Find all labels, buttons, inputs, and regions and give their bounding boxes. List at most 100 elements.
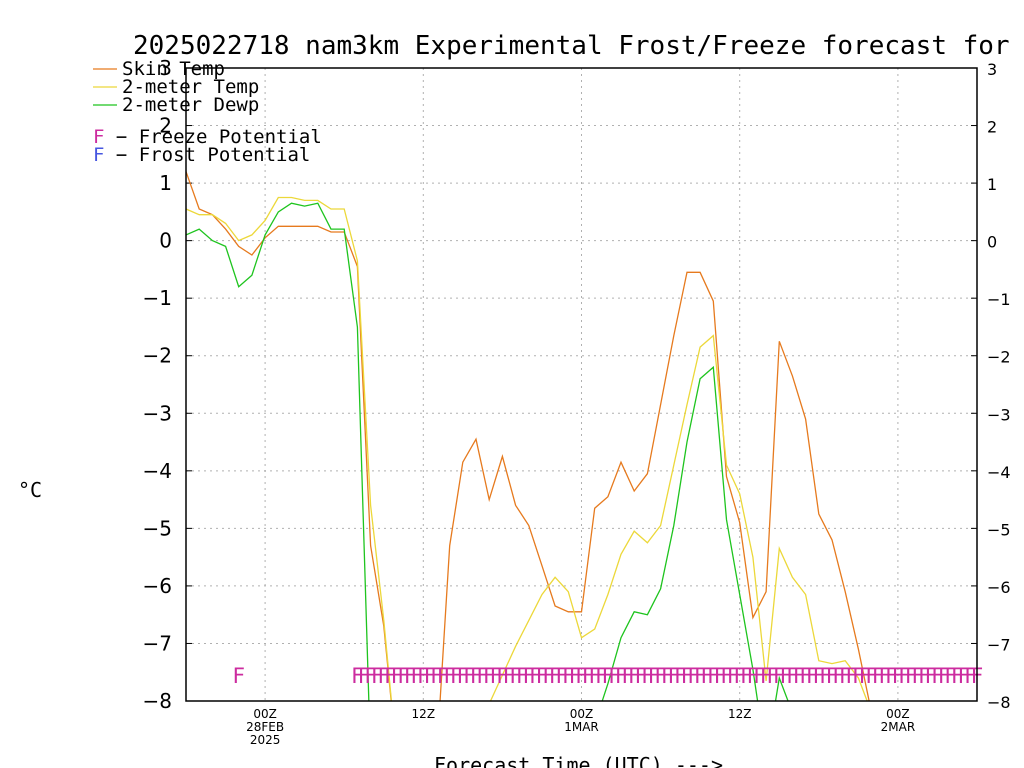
y-axis-right: −8 −7 −6 −5 −4 −3 −2 −1 0 1 2 3	[971, 60, 1011, 712]
freeze-marker-84: F	[898, 664, 911, 688]
freeze-marker-73: F	[826, 664, 839, 688]
freeze-marker-11: F	[417, 664, 430, 688]
freeze-marker-7: F	[391, 664, 404, 688]
y-tick-label-left-0: −8	[143, 689, 172, 713]
freeze-marker-53: F	[694, 664, 707, 688]
freeze-marker-92: F	[951, 664, 964, 688]
x-tick-label-4-1: 2MAR	[881, 720, 916, 734]
y-tick-label-left-1: −7	[143, 631, 172, 655]
freeze-marker-35: F	[575, 664, 588, 688]
freeze-marker-79: F	[865, 664, 878, 688]
x-tick-label-0-1: 28FEB	[246, 720, 284, 734]
y-tick-label-left-10: 2	[159, 114, 172, 138]
y-tick-label-right-6: −2	[987, 348, 1011, 367]
freeze-marker-33: F	[562, 664, 575, 688]
y-tick-label-right-1: −7	[987, 635, 1011, 654]
y-tick-label-left-11: 3	[159, 56, 172, 80]
freeze-marker-15: F	[443, 664, 456, 688]
freeze-marker-18: F	[463, 664, 476, 688]
y-tick-label-right-4: −4	[987, 463, 1011, 482]
y-tick-label-left-9: 1	[159, 171, 172, 195]
freeze-marker-30: F	[542, 664, 555, 688]
freeze-marker-19: F	[470, 664, 483, 688]
x-tick-label-4-0: 00Z	[886, 707, 910, 721]
freeze-marker-91: F	[944, 664, 957, 688]
freeze-marker-14: F	[437, 664, 450, 688]
y-tick-label-right-10: 2	[987, 118, 997, 137]
freeze-marker-39: F	[602, 664, 615, 688]
freeze-marker-82: F	[885, 664, 898, 688]
y-tick-label-left-6: −2	[143, 344, 172, 368]
freeze-marker-23: F	[496, 664, 509, 688]
y-tick-label-right-3: −5	[987, 520, 1011, 539]
freeze-marker-10: F	[410, 664, 423, 688]
freeze-marker-49: F	[667, 664, 680, 688]
freeze-marker-85: F	[905, 664, 918, 688]
x-tick-label-2-0: 00Z	[570, 707, 594, 721]
freeze-marker-74: F	[832, 664, 845, 688]
freeze-marker-64: F	[766, 664, 779, 688]
freeze-marker-24: F	[503, 664, 516, 688]
freeze-marker-62: F	[753, 664, 766, 688]
freeze-marker-60: F	[740, 664, 753, 688]
freeze-marker-76: F	[845, 664, 858, 688]
freeze-marker-94: F	[964, 664, 977, 688]
y-axis-label: °C	[18, 478, 42, 502]
freeze-marker-75: F	[839, 664, 852, 688]
chart-title: 2025022718 nam3km Experimental Frost/Fre…	[133, 31, 1024, 61]
x-axis-label: Forecast Time (UTC) --->	[434, 753, 723, 768]
x-tick-label-2-1: 1MAR	[564, 720, 599, 734]
y-tick-label-right-0: −8	[987, 693, 1011, 712]
freeze-marker-40: F	[608, 664, 621, 688]
freeze-marker-32: F	[555, 664, 568, 688]
freeze-marker-3: F	[364, 664, 377, 688]
freeze-marker-34: F	[569, 664, 582, 688]
y-axis-left: −8 −7 −6 −5 −4 −3 −2 −1 0 1 2 3	[143, 56, 192, 713]
freeze-marker-90: F	[938, 664, 951, 688]
legend-extra-marker-0: F	[93, 126, 104, 148]
freeze-marker-80: F	[872, 664, 885, 688]
legend-extra-text-1: − Frost Potential	[104, 144, 310, 166]
x-tick-label-0-2: 2025	[250, 733, 281, 747]
legend-label-2: 2-meter Dewp	[122, 94, 259, 116]
freeze-marker-43: F	[628, 664, 641, 688]
series-line-2-meter-temp	[186, 196, 868, 701]
freeze-marker-67: F	[786, 664, 799, 688]
freeze-marker-8: F	[397, 664, 410, 688]
series-line-skin-temp	[186, 171, 870, 701]
freeze-marker-56: F	[714, 664, 727, 688]
freeze-marker-5: F	[377, 664, 390, 688]
freeze-marker-77: F	[852, 664, 865, 688]
freeze-marker-37: F	[588, 664, 601, 688]
freeze-marker-54: F	[700, 664, 713, 688]
freeze-marker-63: F	[760, 664, 773, 688]
freeze-marker-0: F	[232, 664, 245, 688]
freeze-marker-12: F	[424, 664, 437, 688]
y-tick-label-right-8: 0	[987, 233, 997, 252]
freeze-marker-20: F	[476, 664, 489, 688]
freeze-marker-87: F	[918, 664, 931, 688]
y-tick-label-right-7: −1	[987, 290, 1011, 309]
y-tick-label-left-3: −5	[143, 516, 172, 540]
plot-frame	[185, 67, 978, 702]
freeze-marker-50: F	[674, 664, 687, 688]
freeze-marker-6: F	[384, 664, 397, 688]
y-tick-label-left-4: −4	[143, 459, 172, 483]
freeze-marker-66: F	[780, 664, 793, 688]
y-tick-label-right-2: −6	[987, 578, 1011, 597]
freeze-marker-1: F	[351, 664, 364, 688]
freeze-marker-72: F	[819, 664, 832, 688]
freeze-marker-36: F	[582, 664, 595, 688]
freeze-marker-71: F	[812, 664, 825, 688]
series-area	[186, 171, 870, 701]
x-tick-label-1-0: 12Z	[412, 707, 436, 721]
freeze-marker-47: F	[654, 664, 667, 688]
y-tick-label-left-5: −3	[143, 401, 172, 425]
y-tick-label-right-5: −3	[987, 405, 1011, 424]
legend-extra-0: F − Freeze Potential	[93, 126, 322, 148]
freeze-marker-42: F	[621, 664, 634, 688]
y-tick-label-right-9: 1	[987, 175, 997, 194]
freeze-marker-58: F	[727, 664, 740, 688]
